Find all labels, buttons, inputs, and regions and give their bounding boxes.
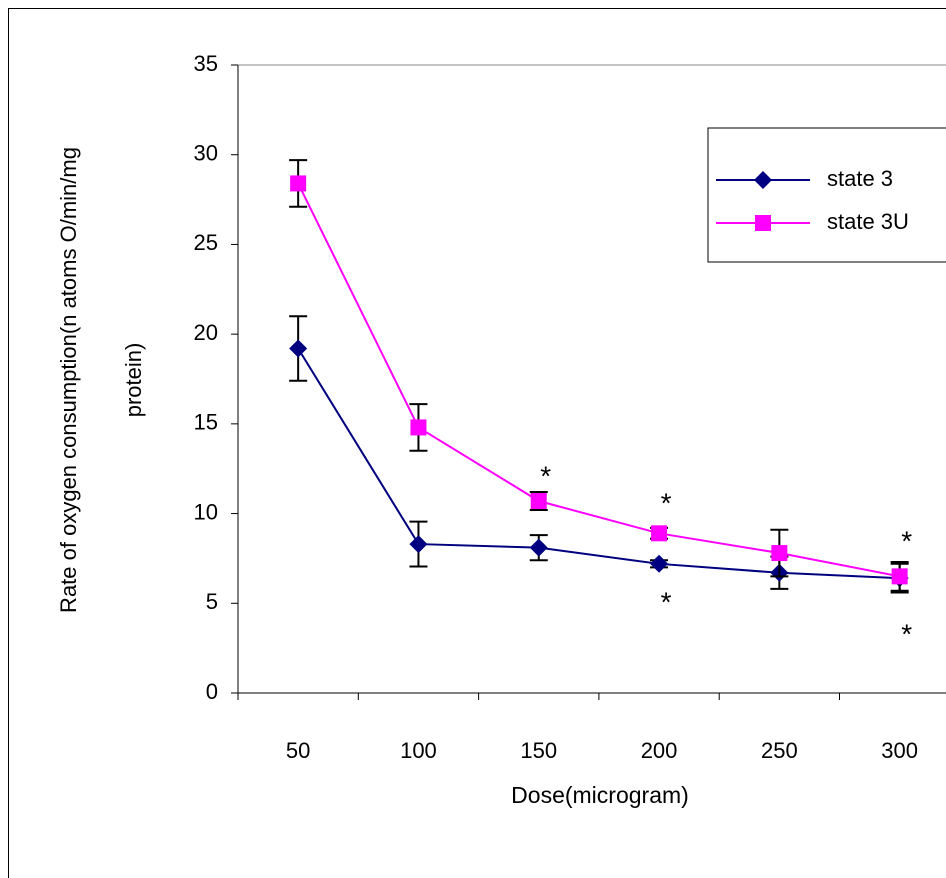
annotation: * (661, 586, 672, 617)
marker (409, 535, 427, 553)
y-tick-label: 35 (194, 51, 218, 76)
y-tick-label: 0 (206, 679, 218, 704)
x-tick-label: 100 (400, 738, 437, 763)
x-tick-label: 50 (286, 738, 310, 763)
x-tick-label: 150 (520, 738, 557, 763)
marker (290, 175, 306, 191)
x-tick-label: 200 (641, 738, 678, 763)
y-tick-label: 5 (206, 589, 218, 614)
legend-box (708, 128, 946, 262)
y-tick-label: 30 (194, 141, 218, 166)
x-tick-label: 300 (881, 738, 918, 763)
legend-label: state 3 (827, 166, 893, 191)
y-axis-title: protein) (121, 343, 146, 418)
y-tick-label: 10 (194, 499, 218, 524)
y-tick-label: 20 (194, 320, 218, 345)
annotation: * (901, 525, 912, 556)
x-tick-label: 250 (761, 738, 798, 763)
marker (410, 419, 426, 435)
y-axis-title: Rate of oxygen consumption(n atoms O/min… (56, 147, 81, 613)
annotation: * (540, 461, 551, 492)
y-tick-label: 25 (194, 230, 218, 255)
annotation: * (661, 488, 672, 519)
marker (755, 215, 771, 231)
marker (650, 555, 668, 573)
marker (531, 493, 547, 509)
marker (892, 568, 908, 584)
series-line (298, 348, 900, 578)
x-axis-title: Dose(microgram) (511, 782, 689, 808)
page: Dose(microgram) Rate of oxygen consumpti… (0, 0, 946, 878)
marker (289, 339, 307, 357)
marker (530, 539, 548, 557)
chart: Dose(microgram) Rate of oxygen consumpti… (0, 0, 946, 878)
marker (651, 525, 667, 541)
y-tick-label: 15 (194, 410, 218, 435)
legend-label: state 3U (827, 209, 909, 234)
annotation: * (901, 619, 912, 650)
marker (771, 545, 787, 561)
